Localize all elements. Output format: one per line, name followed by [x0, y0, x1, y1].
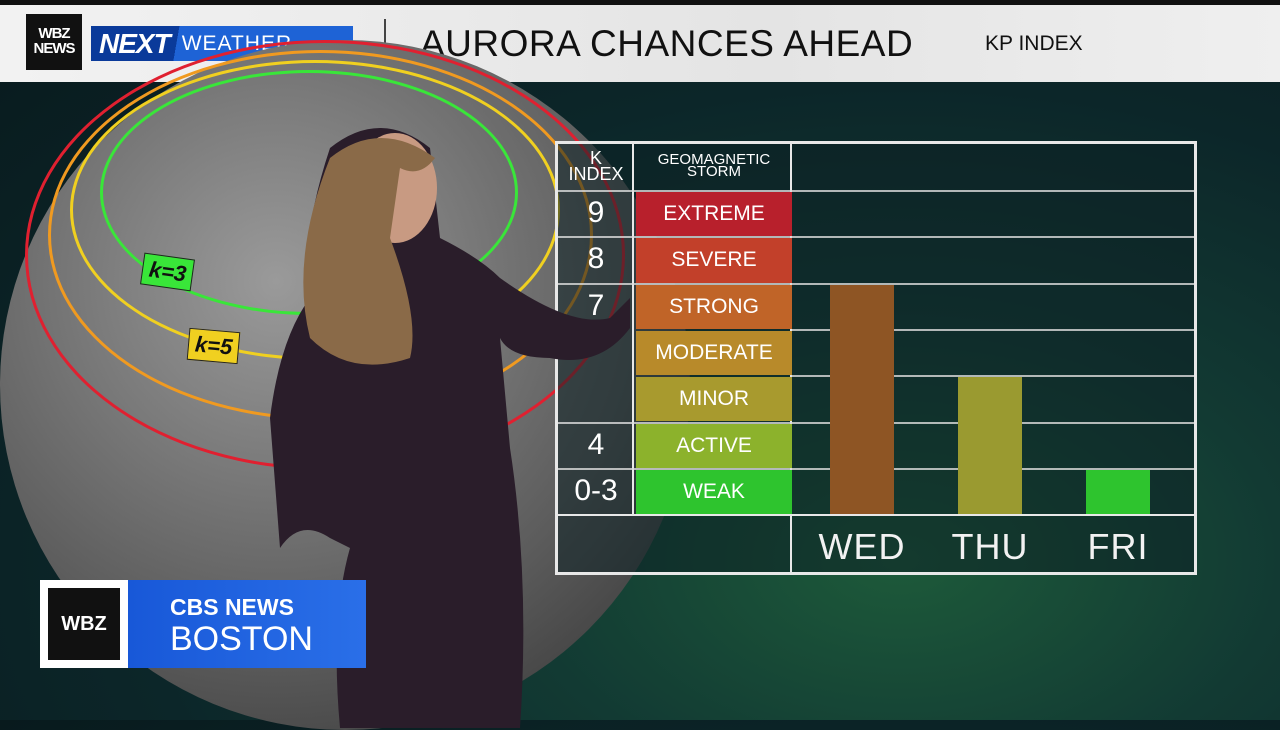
gridline	[558, 236, 1194, 239]
k-value: 8	[587, 242, 605, 276]
gridline	[792, 328, 1194, 331]
day-label: THU	[951, 526, 1029, 567]
page-subtitle: KP INDEX	[985, 32, 1083, 55]
storm-level: EXTREME	[636, 192, 792, 237]
wbz-text: WBZ	[48, 588, 120, 660]
city-name: BOSTON	[170, 620, 313, 658]
k-value: 9	[587, 196, 605, 229]
day-label: WED	[818, 526, 906, 567]
k5-label: k=5	[186, 327, 241, 365]
storm-level: MINOR	[636, 377, 792, 422]
page-title: AURORA CHANCES AHEAD	[420, 23, 914, 64]
cbs-news-boston-logo: WBZ CBS NEWS BOSTON	[40, 580, 366, 668]
chart-baseline	[558, 514, 1194, 517]
storm-level: ACTIVE	[636, 423, 792, 468]
presenter	[270, 128, 630, 728]
gridline	[558, 190, 1194, 192]
storm-level: SEVERE	[636, 238, 792, 283]
storm-level: STRONG	[636, 284, 792, 329]
divider-k	[632, 144, 634, 516]
gridline	[558, 282, 1194, 285]
kp-index-chart: K INDEX GEOMAGNETIC STORM 9 EXTREME 8 SE…	[555, 141, 1197, 575]
k-value: 7	[587, 288, 605, 322]
cbs-box: CBS NEWS BOSTON	[128, 580, 366, 668]
storm-level: WEAK	[636, 469, 792, 515]
k-header: K INDEX	[568, 148, 624, 184]
top-border	[0, 0, 1280, 5]
k-value: 0-3	[574, 473, 618, 507]
storm-header: GEOMAGNETIC STORM	[657, 151, 771, 180]
gridline	[792, 375, 1194, 378]
wbz-box: WBZ	[40, 580, 128, 668]
network-name: CBS NEWS	[170, 594, 294, 620]
bar-fri	[1086, 469, 1150, 515]
k-value: 4	[587, 427, 605, 461]
storm-level: MODERATE	[636, 330, 792, 376]
day-label: FRI	[1087, 526, 1149, 567]
wbz-news-logo: WBZ NEWS	[26, 14, 82, 70]
brand-next: NEXT	[99, 27, 171, 59]
bar-thu	[958, 377, 1022, 515]
bar-wed	[830, 284, 894, 515]
